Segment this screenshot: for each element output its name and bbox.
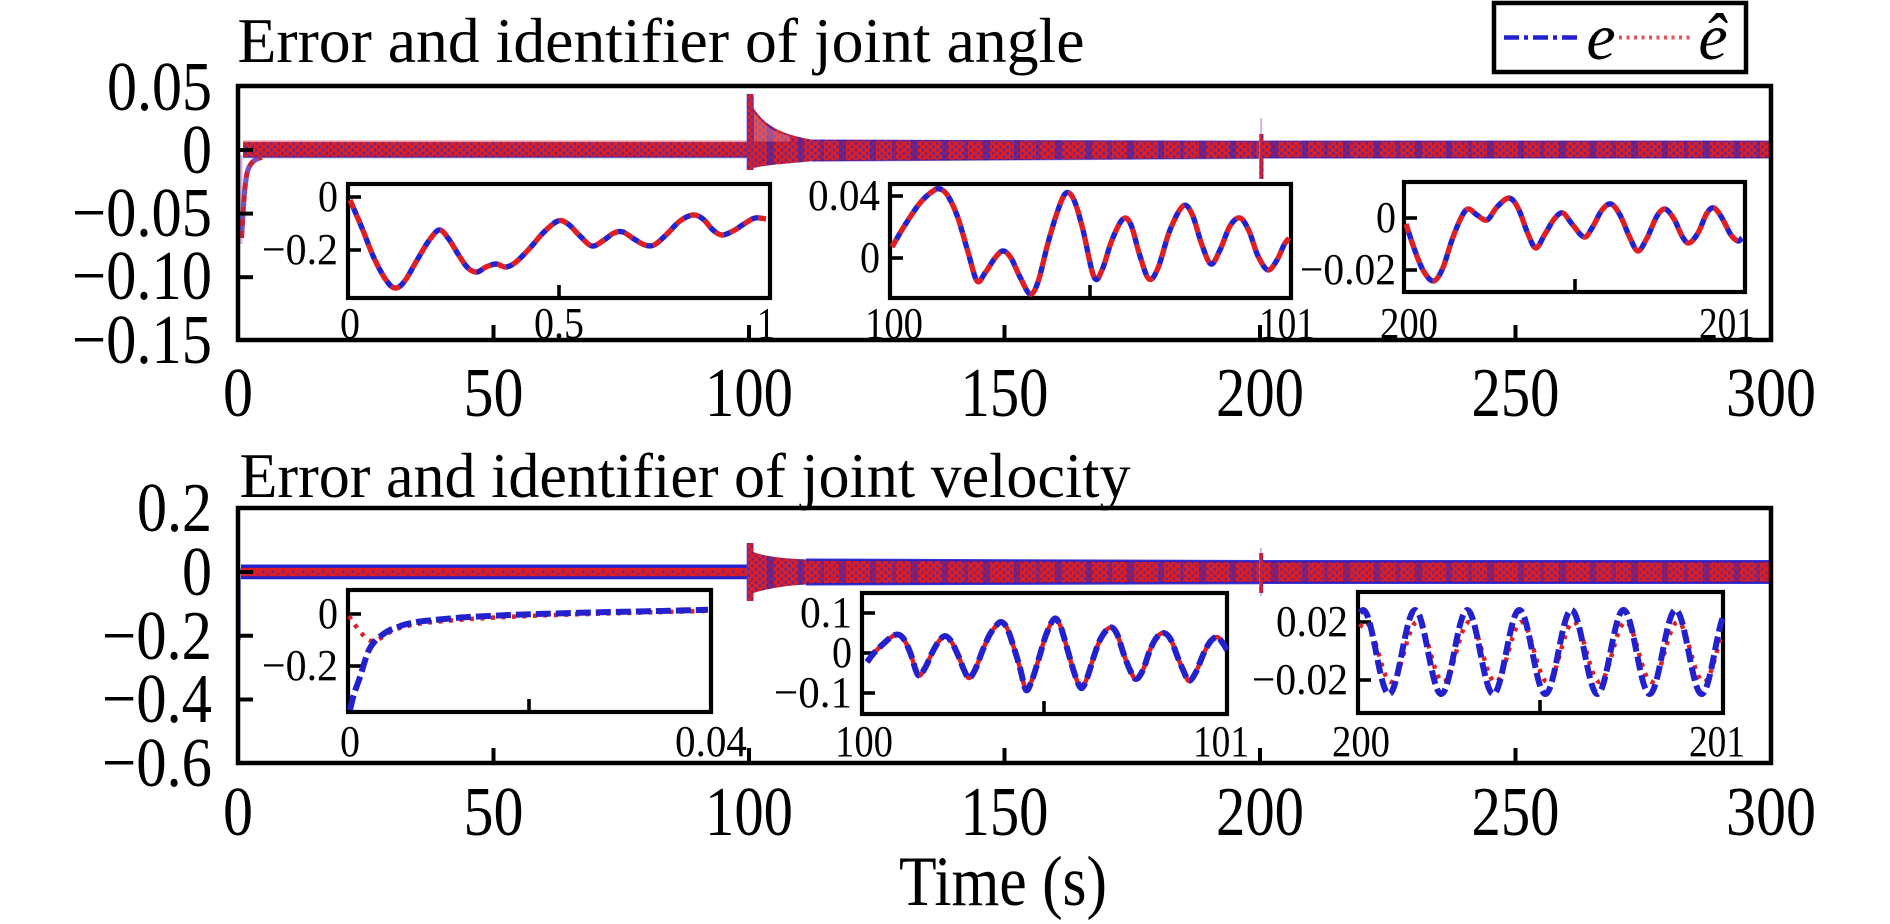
svg-text:100: 100 bbox=[705, 355, 793, 432]
svg-text:0.5: 0.5 bbox=[534, 299, 584, 348]
svg-text:100: 100 bbox=[705, 774, 793, 851]
svg-text:100: 100 bbox=[865, 299, 923, 348]
svg-text:0: 0 bbox=[832, 628, 852, 677]
svg-text:−0.2: −0.2 bbox=[262, 225, 338, 274]
svg-text:250: 250 bbox=[1472, 774, 1560, 851]
svg-text:0: 0 bbox=[182, 112, 212, 189]
svg-text:0: 0 bbox=[1376, 193, 1396, 242]
svg-text:200: 200 bbox=[1216, 774, 1304, 851]
svg-text:−0.1: −0.1 bbox=[774, 668, 852, 717]
svg-text:−0.6: −0.6 bbox=[102, 725, 212, 802]
svg-text:1: 1 bbox=[757, 299, 775, 348]
svg-text:−0.02: −0.02 bbox=[1252, 655, 1348, 704]
svg-text:ê: ê bbox=[1698, 1, 1728, 74]
svg-text:50: 50 bbox=[464, 355, 524, 432]
svg-text:0: 0 bbox=[223, 355, 253, 432]
svg-text:−0.10: −0.10 bbox=[72, 238, 212, 315]
svg-text:0: 0 bbox=[860, 233, 880, 282]
svg-text:101: 101 bbox=[1193, 717, 1249, 766]
svg-text:−0.2: −0.2 bbox=[262, 641, 338, 690]
svg-text:50: 50 bbox=[464, 774, 524, 851]
svg-text:Error and identifier of joint: Error and identifier of joint velocity bbox=[240, 441, 1131, 511]
svg-text:0.04: 0.04 bbox=[675, 717, 747, 766]
svg-text:0: 0 bbox=[182, 534, 212, 611]
svg-text:0: 0 bbox=[340, 299, 360, 348]
svg-text:0.04: 0.04 bbox=[808, 171, 880, 220]
svg-text:250: 250 bbox=[1472, 355, 1560, 432]
svg-text:200: 200 bbox=[1332, 717, 1390, 766]
svg-text:0.2: 0.2 bbox=[137, 470, 212, 547]
svg-text:200: 200 bbox=[1380, 299, 1438, 348]
svg-text:Error and identifier of joint: Error and identifier of joint angle bbox=[238, 6, 1085, 76]
svg-text:−0.15: −0.15 bbox=[72, 302, 212, 379]
svg-text:200: 200 bbox=[1216, 355, 1304, 432]
svg-text:0: 0 bbox=[318, 589, 338, 638]
svg-text:0: 0 bbox=[340, 717, 360, 766]
svg-text:−0.2: −0.2 bbox=[102, 598, 212, 675]
svg-text:150: 150 bbox=[961, 774, 1049, 851]
svg-text:0: 0 bbox=[223, 774, 253, 851]
svg-text:Time (s): Time (s) bbox=[899, 843, 1107, 921]
svg-text:0.02: 0.02 bbox=[1276, 597, 1348, 646]
svg-text:201: 201 bbox=[1699, 299, 1755, 348]
svg-text:300: 300 bbox=[1726, 355, 1816, 432]
svg-text:300: 300 bbox=[1726, 774, 1816, 851]
svg-text:0.1: 0.1 bbox=[800, 588, 852, 637]
svg-text:0: 0 bbox=[318, 172, 338, 221]
svg-text:101: 101 bbox=[1259, 299, 1315, 348]
svg-text:−0.05: −0.05 bbox=[72, 175, 212, 252]
svg-text:150: 150 bbox=[961, 355, 1049, 432]
svg-text:201: 201 bbox=[1689, 717, 1745, 766]
svg-text:e: e bbox=[1586, 1, 1615, 74]
svg-text:−0.4: −0.4 bbox=[102, 661, 212, 738]
svg-text:−0.02: −0.02 bbox=[1300, 245, 1396, 294]
svg-text:100: 100 bbox=[835, 717, 893, 766]
svg-text:0.05: 0.05 bbox=[107, 49, 212, 126]
